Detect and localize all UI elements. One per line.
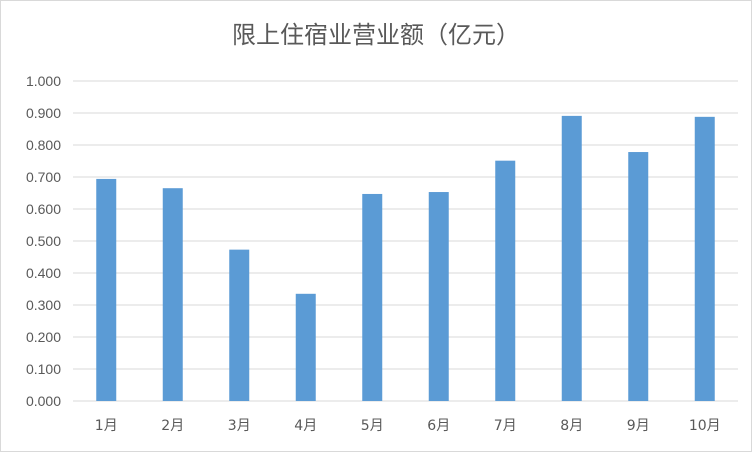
x-tick-label: 3月 — [228, 418, 251, 434]
y-tick-label: 0.000 — [26, 393, 61, 409]
bar — [295, 293, 316, 401]
x-tick-label: 7月 — [494, 418, 517, 434]
y-tick-label: 0.900 — [26, 105, 61, 121]
x-tick-label: 8月 — [560, 418, 583, 434]
bar — [96, 178, 117, 401]
y-tick-label: 0.600 — [26, 201, 61, 217]
y-tick-label: 1.000 — [26, 73, 61, 89]
bar — [561, 115, 582, 401]
y-tick-label: 0.800 — [26, 137, 61, 153]
x-tick-label: 4月 — [294, 418, 317, 434]
y-tick-label: 0.400 — [26, 265, 61, 281]
y-tick-label: 0.300 — [26, 297, 61, 313]
bar — [229, 249, 250, 401]
bar — [428, 192, 449, 401]
bar — [628, 152, 649, 401]
x-tick-label: 10月 — [689, 418, 721, 434]
x-tick-label: 5月 — [361, 418, 384, 434]
bar — [362, 193, 383, 401]
bar — [495, 160, 516, 401]
bar — [162, 188, 183, 401]
bar — [694, 116, 715, 401]
x-tick-label: 6月 — [427, 418, 450, 434]
chart-title: 限上住宿业营业额（亿元） — [232, 21, 520, 49]
x-tick-label: 1月 — [95, 418, 118, 434]
y-tick-label: 0.200 — [26, 329, 61, 345]
x-tick-label: 9月 — [627, 418, 650, 434]
y-tick-label: 0.500 — [26, 233, 61, 249]
y-tick-label: 0.100 — [26, 361, 61, 377]
x-tick-label: 2月 — [161, 418, 184, 434]
y-tick-label: 0.700 — [26, 169, 61, 185]
